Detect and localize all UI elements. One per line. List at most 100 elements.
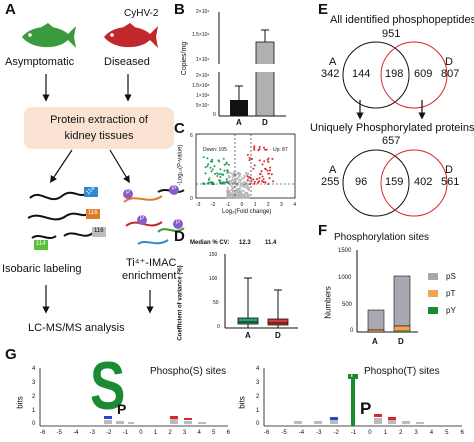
phospho-marker-3: P [140,216,145,222]
panel-label-b: B [174,1,185,18]
panel-label-g: G [5,346,17,363]
c-xtick: -1 [225,202,231,208]
volcano-point-down [219,168,222,171]
g1-xtick: -3 [89,430,95,436]
b-ytick-1: 5×10⁷ [196,103,210,109]
volcano-point-up [259,173,261,176]
bar-b-asym [230,100,248,116]
g1-ytick-4: 4 [32,366,36,372]
f-xlabel-d: D [398,337,404,346]
volcano-point-ns [241,189,244,192]
volcano-point-up [267,161,270,163]
volcano-point-down [209,181,212,184]
bar-f-d-py [394,331,410,332]
logo2-center: T [350,373,354,379]
panel-c-xlabel: Log₂(Fold change) [222,209,272,215]
volcano-point-ns [233,179,236,182]
volcano-point-ns [245,191,248,194]
volcano-point-ns [231,182,234,185]
volcano-point-ns [228,175,231,178]
volcano-point-down [213,183,216,186]
volcano-point-down [218,179,221,182]
g1-xtick: 2 [168,430,172,436]
volcano-point-up [252,178,255,181]
e-title-2: Uniquely Phosphorylated proteins [310,122,474,134]
g2-ytick-3: 3 [256,380,260,386]
v2-a-total: 255 [321,176,340,188]
volcano-point-ns [231,185,234,188]
volcano-point-ns [240,178,243,181]
volcano-point-up [264,181,267,184]
volcano-point-ns [228,171,231,174]
legend-py-label: pY [446,306,456,315]
volcano-point-down [218,173,221,176]
volcano-point-up [257,180,260,183]
v1-d-total: 807 [441,68,460,80]
bar-f-a-pt [367,329,385,333]
e-title-1: All identified phosphopeptides [330,14,474,26]
g2-ytick-4: 4 [256,366,260,372]
g1-xtick: 5 [212,430,216,436]
volcano-point-ns [239,187,242,190]
g1-ytick-1: 1 [32,408,36,414]
volcano-point-down [211,158,214,161]
volcano-point-up [271,157,274,160]
volcano-point-ns [242,189,245,192]
volcano-point-up [248,176,251,179]
volcano-point-down [220,173,223,175]
f-title: Phosphorylation sites [334,232,430,243]
volcano-point-ns [229,183,232,186]
bar-f-d-ps [393,275,411,327]
volcano-point-up [263,160,266,163]
v1-a-total: 342 [321,68,340,80]
volcano-point-ns [243,174,246,177]
volcano-point-ns [231,187,234,190]
volcano-point-ns [244,191,247,194]
logo2-axes [263,368,462,427]
volcano-point-ns [246,187,249,190]
imac-line-2: enrichment [122,270,177,282]
panel-label-d: D [174,228,185,245]
volcano-point-down [202,156,205,159]
legend-py: pY [428,306,456,315]
volcano-point-ns [242,185,245,188]
volcano-point-up [266,158,269,161]
g2-ytick-2: 2 [256,394,260,400]
volcano-point-up [272,180,275,183]
v2-only-a: 96 [355,176,368,188]
volcano-point-down [209,160,212,163]
g2-xtick: 5 [445,430,449,436]
volcano-point-up [246,153,249,156]
g2-xtick: -1 [350,430,357,436]
venn-2 [342,149,448,217]
volcano-point-up [268,172,270,175]
virus-label: CyHV-2 [124,8,159,19]
c-xtick: 0 [240,202,244,208]
b-ytick-6: 1.5×10⁹ [192,32,210,38]
volcano-point-down [227,163,230,166]
volcano-point-ns [243,195,246,198]
volcano-point-down [207,163,210,166]
g1-xtick: -2 [106,430,112,436]
f-ytick-2: 1000 [338,275,352,281]
legend-pt: pT [428,289,456,298]
b-ytick-3: 1.5×10⁸ [192,83,210,89]
volcano-point-ns [244,193,247,196]
volcano-point-ns [243,183,246,186]
volcano-point-up [246,179,249,182]
legend-ps: pS [428,272,456,281]
volcano-point-up [253,180,256,183]
volcano-point-up [258,177,261,180]
panel-c-volcano [195,133,296,199]
volcano-point-down [206,182,209,185]
volcano-point-ns [229,197,232,199]
d-median-header: Median % CV: [190,240,230,246]
legend-pt-label: pT [446,289,456,298]
volcano-point-up [248,159,251,162]
volcano-point-down [214,172,217,175]
volcano-point-down [221,181,224,184]
c-down-label: Down: 105 [203,147,227,153]
phosphopeptides-icon [123,185,185,245]
box-a [237,317,259,325]
v2-d-total: 561 [441,176,460,188]
